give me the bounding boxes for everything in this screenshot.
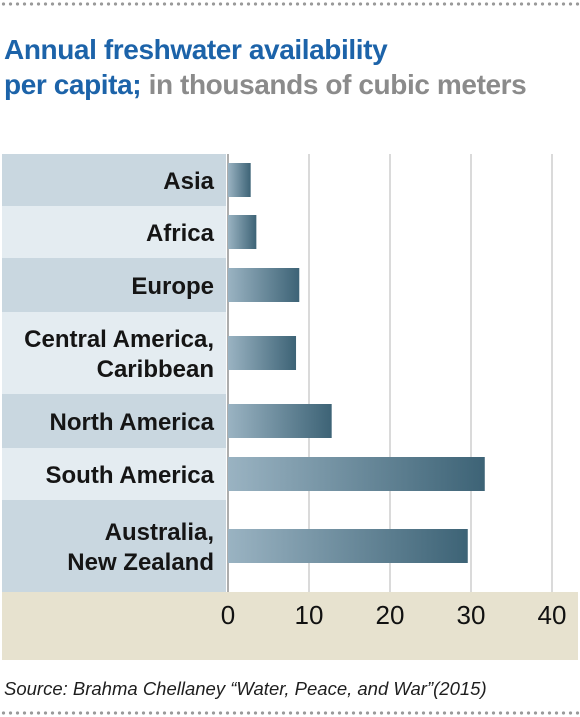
bar — [228, 268, 300, 302]
title-main-2: per capita; — [4, 69, 142, 100]
title-line-2: per capita; in thousands of cubic meters — [4, 67, 580, 102]
source-note: Source: Brahma Chellaney “Water, Peace, … — [4, 678, 487, 699]
x-tick-label: 40 — [538, 600, 567, 630]
category-label: Caribbean — [97, 356, 214, 383]
category-label: North America — [50, 409, 215, 436]
x-tick-label: 20 — [376, 600, 405, 630]
category-label: Africa — [146, 220, 215, 247]
bottom-dotted-rule — [0, 711, 580, 715]
bar — [228, 404, 332, 438]
bar — [228, 529, 468, 563]
label-band — [2, 500, 226, 592]
title-main-1: Annual freshwater availability — [4, 34, 388, 65]
category-label: Australia, — [105, 519, 214, 546]
axis-band — [2, 592, 578, 660]
category-label: Asia — [163, 168, 214, 195]
label-band — [2, 312, 226, 394]
title-line-1: Annual freshwater availability — [4, 32, 580, 67]
top-dotted-rule — [0, 2, 580, 6]
label-band — [2, 394, 226, 448]
title-unit: in thousands of cubic meters — [141, 69, 527, 100]
category-label: South America — [46, 462, 215, 489]
bar — [228, 215, 257, 249]
x-tick-label: 10 — [295, 600, 324, 630]
label-band — [2, 154, 226, 206]
x-tick-label: 0 — [221, 600, 235, 630]
bar — [228, 163, 251, 197]
category-label: Central America, — [24, 326, 214, 353]
x-tick-label: 30 — [457, 600, 486, 630]
label-band — [2, 206, 226, 258]
category-label: Europe — [131, 273, 214, 300]
bar — [228, 336, 297, 370]
category-label: New Zealand — [67, 549, 214, 576]
label-band — [2, 258, 226, 312]
chart-title: Annual freshwater availability per capit… — [4, 32, 580, 102]
label-band — [2, 448, 226, 500]
bar — [228, 457, 485, 491]
